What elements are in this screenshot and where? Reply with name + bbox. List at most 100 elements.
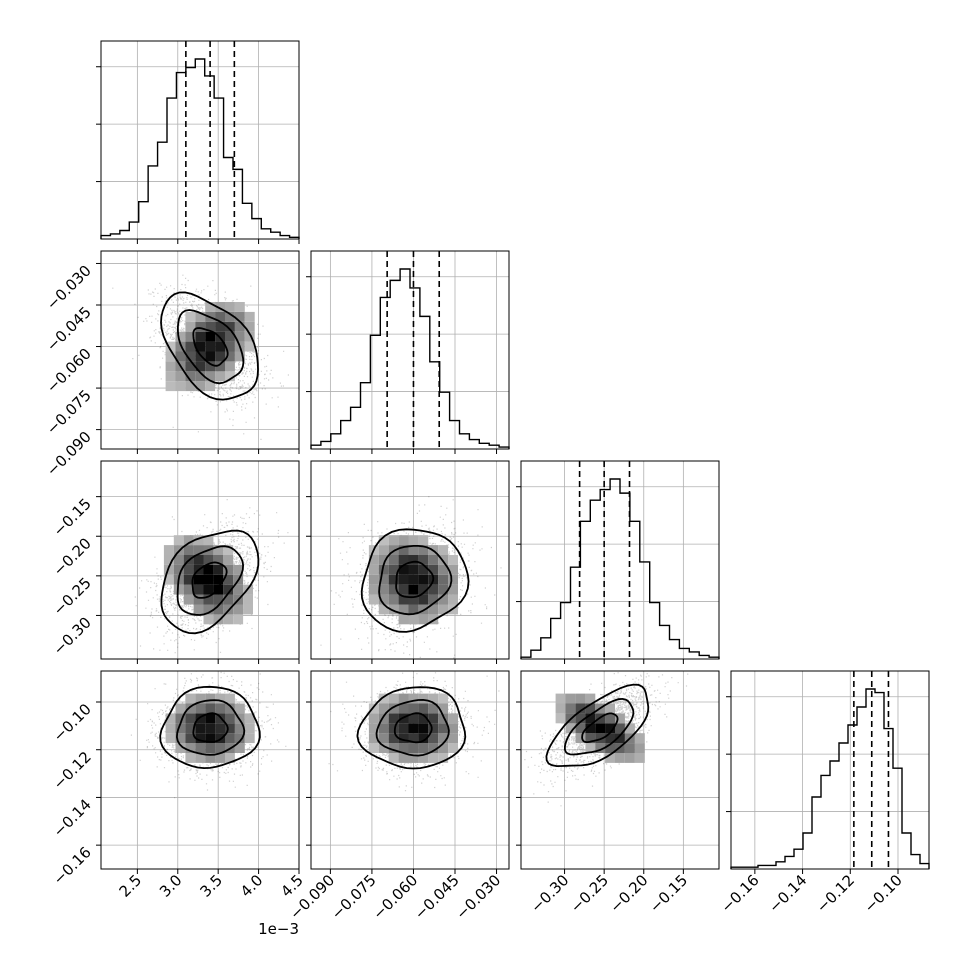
density-cell [205,723,216,734]
density-cell [408,614,419,625]
density-cell [595,733,606,744]
density-cell [615,713,625,724]
frame-layer [100,40,930,870]
y-tick-label: −0.20 [50,534,95,579]
density-cell [438,584,449,595]
contour-0 [395,560,435,599]
panel-frame-3-0 [100,670,300,870]
density-cell [215,713,225,724]
density-cell [183,574,194,585]
panel-frame-1-1 [310,250,510,450]
density-cell [408,584,419,595]
density-cell [368,594,379,605]
density-cell [448,574,458,585]
density-cell [428,733,439,744]
density-cell [205,381,216,392]
density-cell [165,723,176,734]
density-cell [368,713,379,724]
density-cell [408,545,419,555]
density-cell [605,723,615,734]
density-cell [205,733,216,744]
contour-1 [175,699,246,756]
density-cell [175,381,186,392]
x-tick-label: −0.075 [328,871,380,923]
x-tick-label: −0.20 [606,871,651,916]
density-cell [575,723,586,734]
density-cell [173,564,184,575]
density-cell [408,564,419,575]
density-cell [234,723,245,734]
density-cell [388,584,399,595]
density-cell [193,604,204,615]
density-cell [205,341,216,352]
x-tick-label: −0.12 [813,871,858,916]
density-cell [234,311,245,322]
y-tick-label: −0.25 [50,574,95,619]
density-cell [175,351,186,362]
density-cell [165,713,176,724]
density-cell [205,361,216,372]
contour-1 [378,545,453,616]
density-cell [585,743,596,753]
density-cell [213,545,224,555]
sample-points [328,671,500,792]
density-cell [205,743,216,753]
density-cell [575,733,586,744]
density-cell [225,361,235,372]
density-cell [378,743,389,753]
density-cell [215,693,225,704]
density-cell [234,743,245,753]
density-cell [213,614,224,625]
density-cell [173,545,184,555]
density-cell [244,331,255,342]
density-cell [368,723,379,734]
density-cell [213,555,224,565]
density-cell [175,703,186,714]
density-cell [605,703,615,714]
density-cell [183,584,194,595]
density-cell [575,693,586,704]
density-cell [634,753,645,763]
density-cell [195,381,206,392]
contour-2 [356,686,467,770]
density-cell [378,584,389,595]
density-cell [388,693,399,704]
density-cell [205,302,216,312]
y-tick-label: −0.14 [50,796,95,841]
density-cell [193,594,204,605]
density-cell [185,723,196,734]
y-tick-label: −0.045 [43,303,95,355]
y-tick-label: −0.12 [50,748,95,793]
density-cell [398,604,409,615]
density-cell [438,545,449,555]
scatter-panel-1-0 [112,274,289,440]
density-cell [565,693,576,704]
density-cell [398,584,409,595]
density-cell [378,535,389,546]
density-cell [368,743,379,753]
density-cell [398,555,409,565]
density-cell [605,743,615,753]
density-cell [378,733,389,744]
scatter-panel-3-0 [130,671,287,799]
density-cell [368,555,379,565]
density-cell [388,564,399,575]
density-cell [438,574,449,585]
density-cell [398,693,409,704]
density-cell [398,753,409,763]
density-cell [175,713,186,724]
density-cell [173,535,184,546]
density-cell [215,703,225,714]
density-cell [244,311,255,322]
density-cell [225,321,235,332]
density-cell [378,713,389,724]
density-cell [438,594,449,605]
density-cell [625,753,635,763]
density-cell [408,733,419,744]
density-cell [244,733,255,744]
density-cell [605,733,615,744]
density-cell [203,594,214,605]
density-cell [195,753,206,763]
density-cell [438,703,449,714]
histogram-panel-2 [520,461,720,659]
